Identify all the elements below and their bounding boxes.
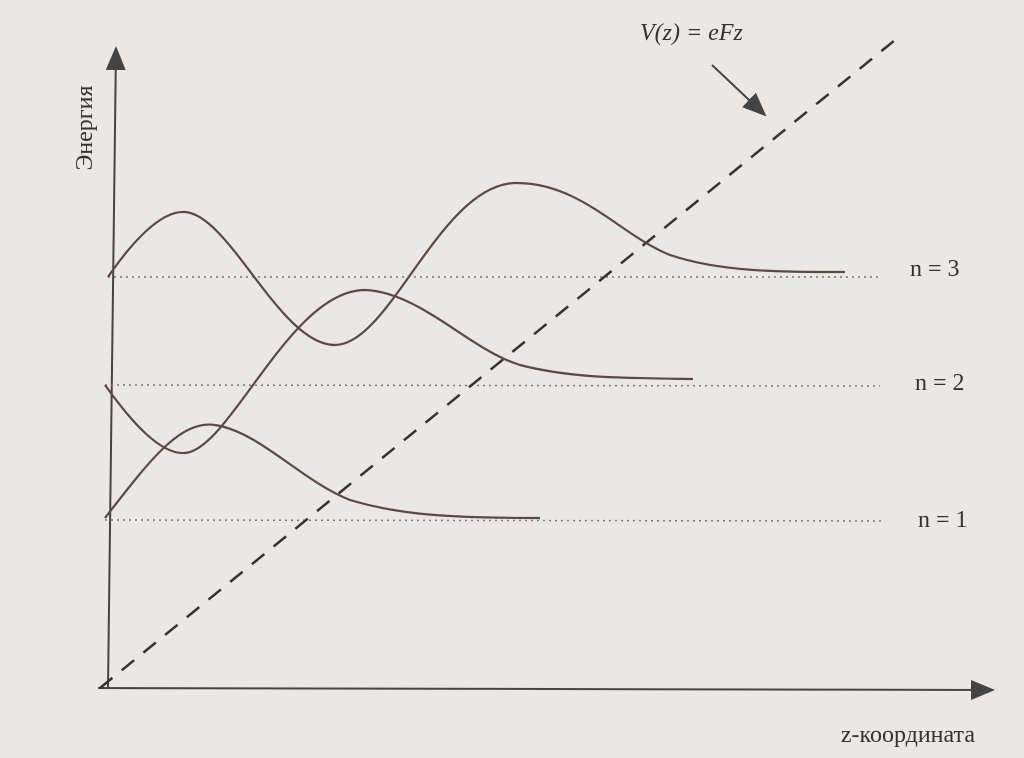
potential-line: [99, 39, 896, 689]
level-label: n = 3: [910, 256, 960, 282]
level-label: n = 2: [915, 370, 965, 396]
level-label: n = 1: [918, 507, 968, 533]
x-axis-label: z-координата: [841, 722, 975, 748]
y-axis: [105, 46, 126, 689]
y-axis-label: Энергия: [72, 85, 98, 170]
wavefunction-n3: [107, 181, 846, 347]
level-line: [104, 519, 886, 522]
wavefunction-n2: [104, 288, 694, 455]
potential-label: V(z) = eFz: [640, 20, 743, 46]
x-axis: [97, 679, 995, 700]
potential-arrow: [711, 64, 767, 117]
